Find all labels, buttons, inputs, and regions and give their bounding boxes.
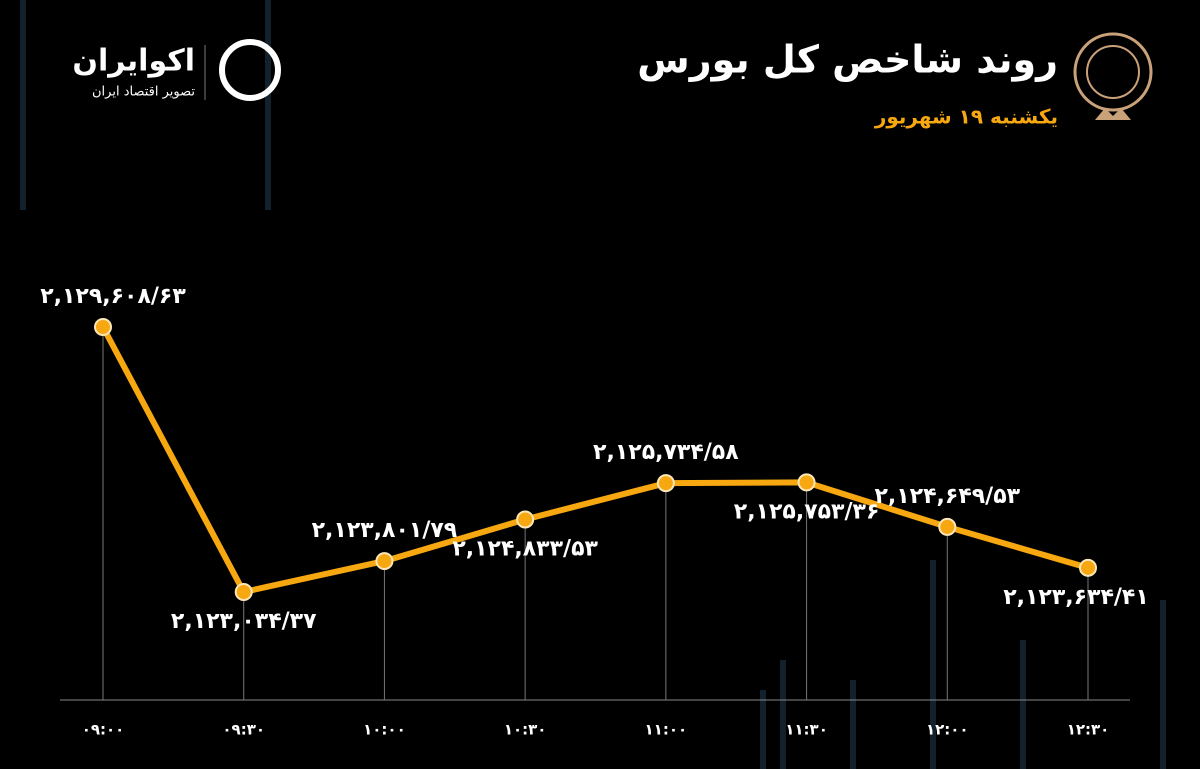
x-tick-label: ۰۹:۳۰ <box>222 721 265 739</box>
point <box>234 583 253 601</box>
data-label: ۲,۱۲۴,۶۴۹/۵۳ <box>874 484 1020 509</box>
point <box>938 517 957 536</box>
point <box>797 473 816 492</box>
decoration <box>20 0 1166 769</box>
data-label: ۲,۱۲۵,۷۵۳/۳۶ <box>734 499 880 524</box>
data-label: ۲,۱۲۴,۸۳۳/۵۳ <box>452 536 598 561</box>
chart-subtitle: یکشنبه ۱۹ شهریور <box>874 105 1058 129</box>
line <box>100 325 1089 595</box>
point <box>656 474 675 493</box>
point <box>1079 558 1097 577</box>
brand-name: اکوایران <box>72 44 195 79</box>
x-tick-label: ۱۰:۳۰ <box>504 721 547 739</box>
x-tick-label: ۱۲:۳۰ <box>1067 721 1110 739</box>
point <box>94 318 112 336</box>
chart-title: روند شاخص کل بورس <box>637 38 1058 83</box>
point <box>375 552 394 571</box>
x-tick-label: ۱۱:۳۰ <box>785 721 828 739</box>
point <box>516 510 535 529</box>
x-tick-label: ۱۲:۰۰ <box>926 721 969 739</box>
data-label: ۲,۱۲۳,۶۳۴/۴۱ <box>1003 585 1149 610</box>
brand-tagline: تصویر اقتصاد ایران <box>92 85 195 100</box>
x-tick-label: ۱۱:۰۰ <box>645 721 688 739</box>
logo <box>204 39 281 101</box>
x-tick-label: ۱۰:۰۰ <box>363 721 406 739</box>
data-label: ۲,۱۲۳,۰۳۴/۳۷ <box>171 609 317 634</box>
data-label: ۲,۱۲۹,۶۰۸/۶۳ <box>40 284 186 309</box>
data-label: ۲,۱۲۵,۷۳۴/۵۸ <box>593 440 739 465</box>
x-tick-label: ۰۹:۰۰ <box>82 721 125 739</box>
emblem <box>1073 32 1153 120</box>
data-label: ۲,۱۲۳,۸۰۱/۷۹ <box>312 518 458 543</box>
